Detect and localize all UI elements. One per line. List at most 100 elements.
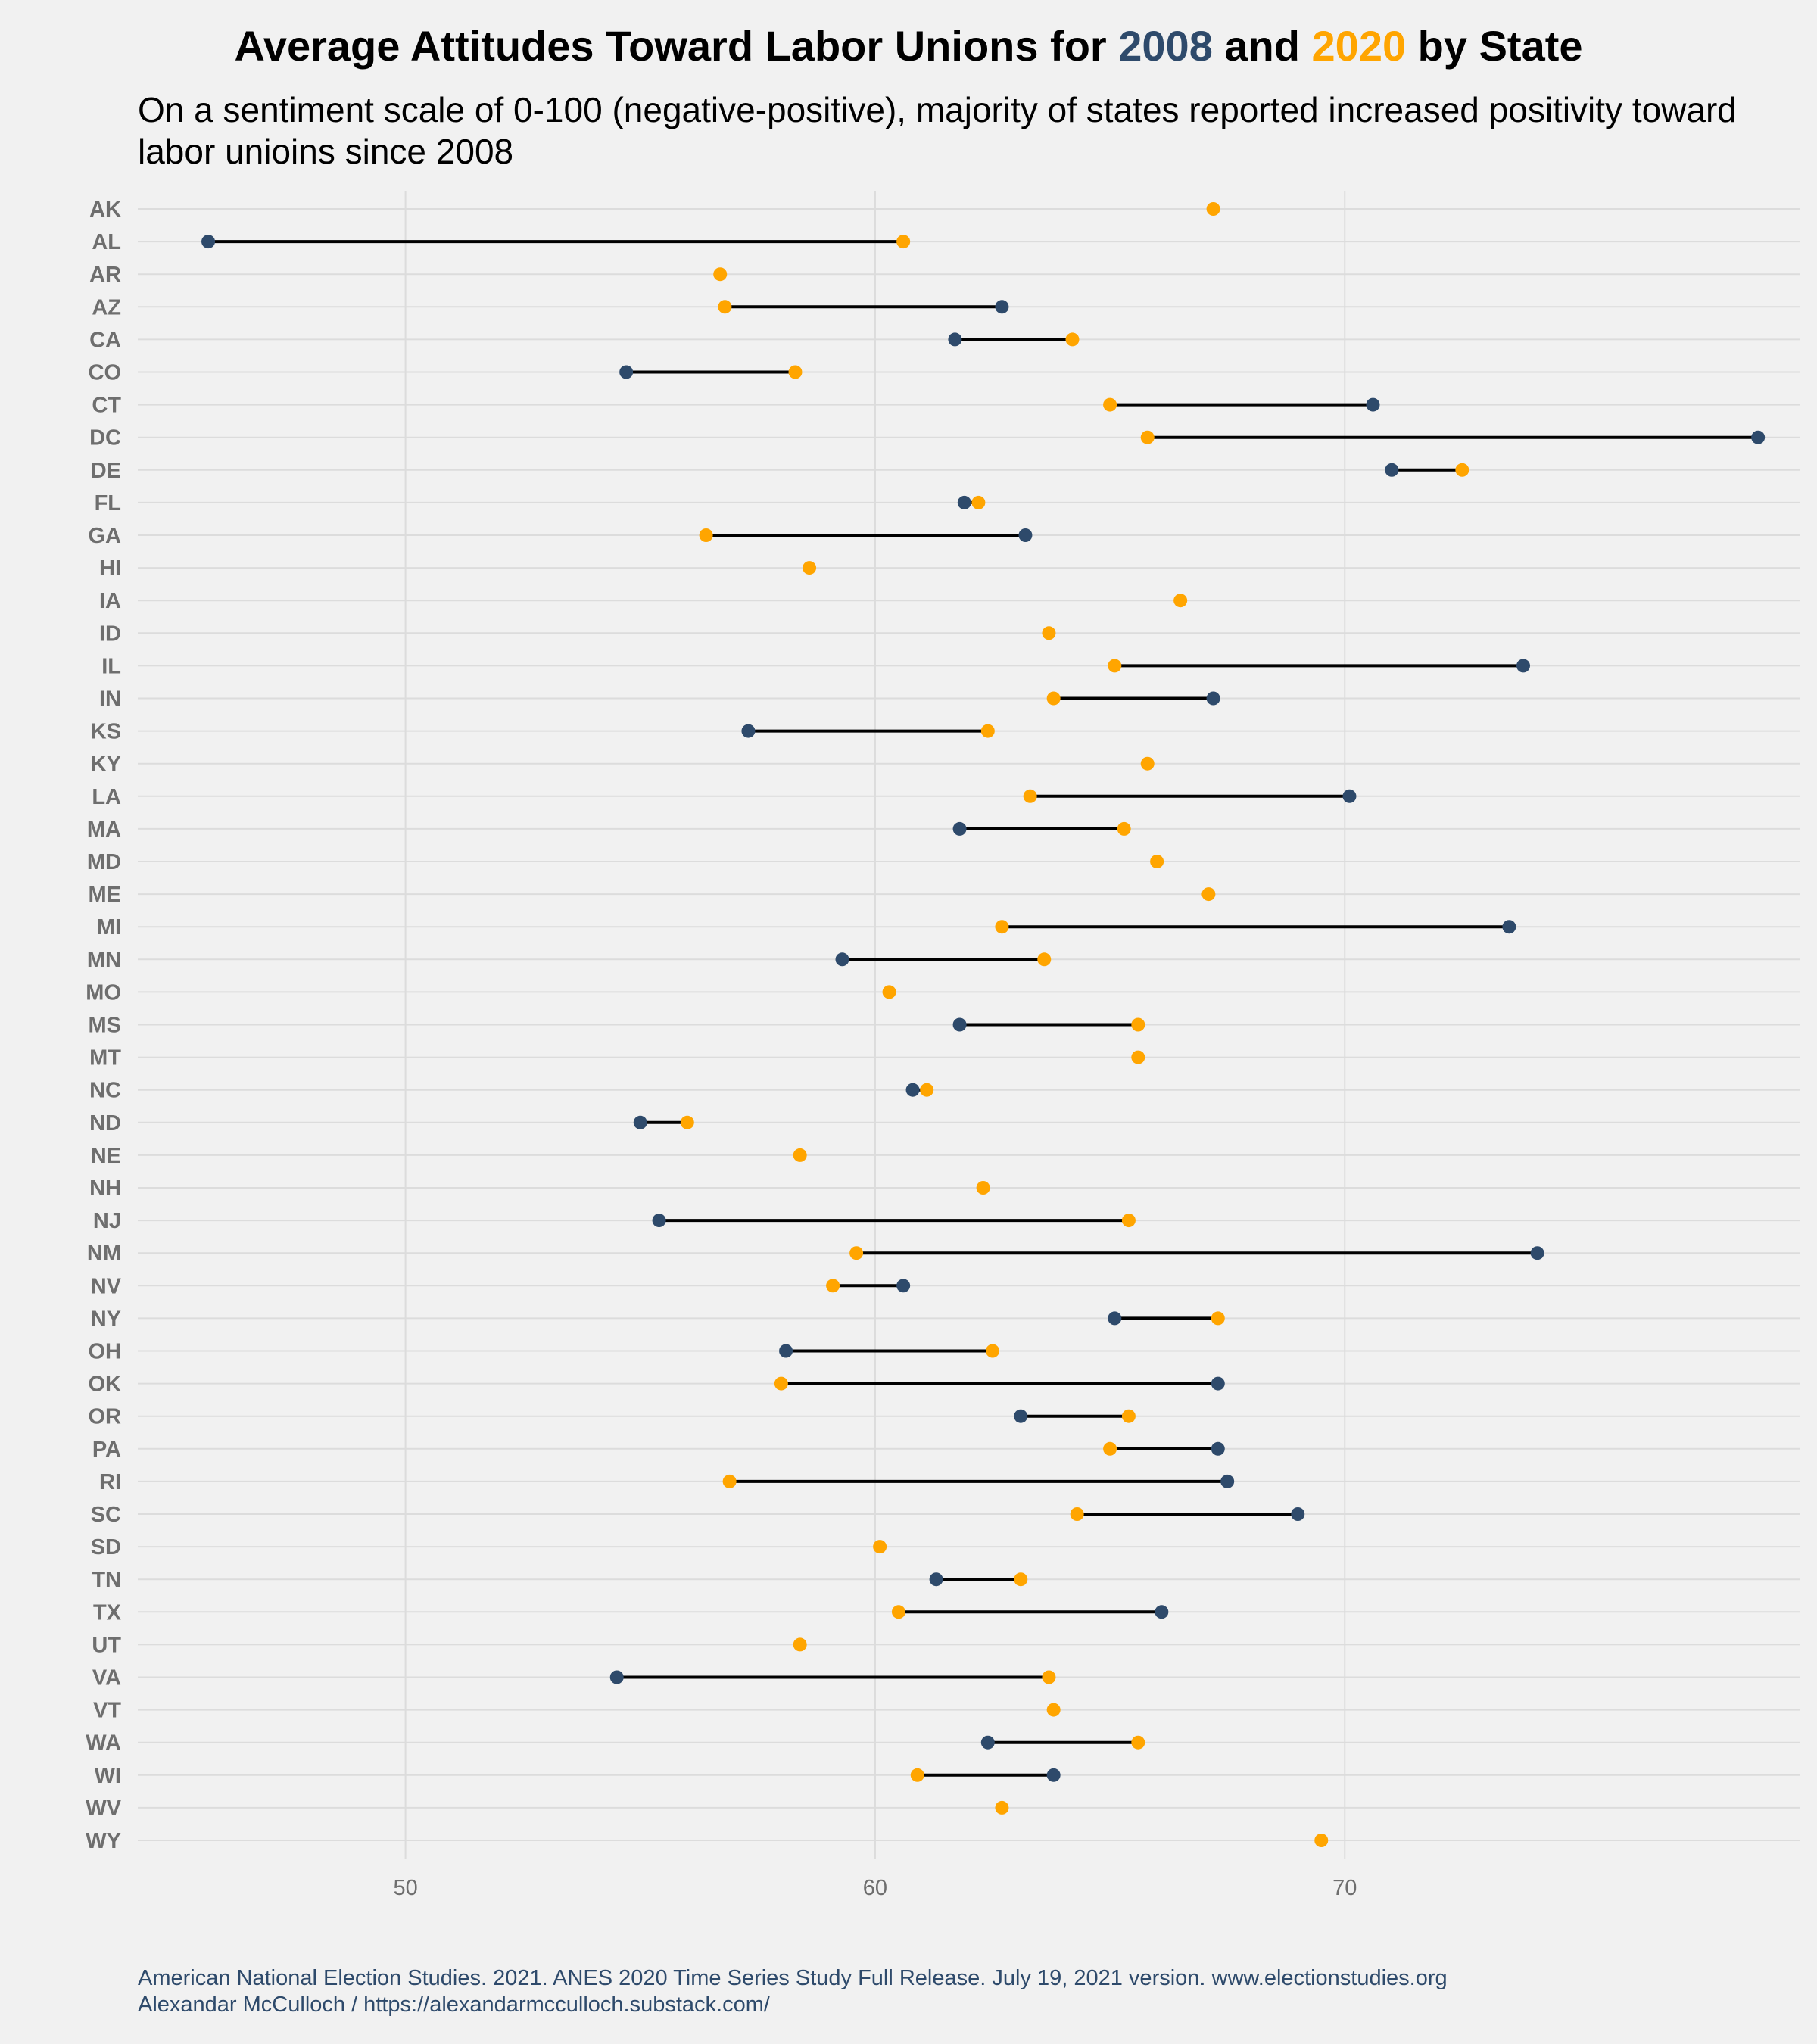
caption-author: Alexandar McCulloch / https://alexandarm… <box>138 1993 770 2017</box>
point-2008-il <box>1516 659 1530 673</box>
state-label-ak: AK <box>89 198 121 222</box>
state-label-ne: NE <box>91 1144 121 1168</box>
point-2008-al <box>201 235 216 249</box>
state-label-wv: WV <box>86 1796 121 1821</box>
state-label-mt: MT <box>89 1046 121 1070</box>
x-tick-label-60: 60 <box>863 1876 887 1900</box>
state-label-nc: NC <box>89 1079 121 1103</box>
state-label-md: MD <box>87 850 121 874</box>
state-label-il: IL <box>101 654 121 678</box>
state-label-co: CO <box>89 361 122 385</box>
title-mid: and <box>1212 22 1312 70</box>
state-label-nm: NM <box>87 1242 121 1266</box>
point-layer <box>201 202 1766 1847</box>
state-label-va: VA <box>92 1666 121 1690</box>
point-2020-ri <box>722 1474 737 1488</box>
point-2020-ma <box>1117 821 1131 836</box>
point-2008-tn <box>929 1572 943 1587</box>
state-label-dc: DC <box>89 426 121 450</box>
state-label-sc: SC <box>91 1503 121 1527</box>
point-2020-mt <box>1131 1050 1145 1064</box>
point-2008-ks <box>741 724 756 738</box>
point-2008-mn <box>835 952 849 967</box>
state-label-me: ME <box>89 883 122 907</box>
state-label-tn: TN <box>92 1568 121 1592</box>
state-label-nd: ND <box>89 1111 121 1136</box>
state-label-ky: KY <box>91 752 121 777</box>
point-2020-va <box>1042 1670 1056 1684</box>
point-2020-de <box>1455 463 1469 477</box>
point-2020-il <box>1108 659 1122 673</box>
point-2020-ne <box>793 1148 807 1162</box>
x-tick-label-50: 50 <box>393 1876 417 1900</box>
point-2020-wa <box>1131 1735 1145 1750</box>
point-2020-sc <box>1070 1507 1084 1521</box>
point-2020-sd <box>873 1540 887 1554</box>
point-2008-oh <box>779 1344 793 1358</box>
state-label-ca: CA <box>89 328 121 352</box>
point-2008-ga <box>1018 528 1033 542</box>
point-2020-me <box>1201 887 1216 902</box>
state-label-oh: OH <box>89 1340 122 1364</box>
point-2020-hi <box>803 561 817 575</box>
point-2020-or <box>1121 1409 1136 1423</box>
point-2008-va <box>609 1670 624 1684</box>
state-label-in: IN <box>99 687 121 712</box>
state-label-ny: NY <box>91 1307 121 1331</box>
chart-subtitle: On a sentiment scale of 0-100 (negative-… <box>138 90 1737 171</box>
point-2020-ut <box>793 1637 807 1652</box>
state-label-ms: MS <box>89 1014 122 1038</box>
point-2008-nm <box>1530 1246 1544 1260</box>
caption-source: American National Election Studies. 2021… <box>138 1966 1448 1990</box>
state-label-wi: WI <box>95 1764 121 1788</box>
state-label-ar: AR <box>89 263 121 287</box>
title-suffix: by State <box>1406 22 1583 70</box>
state-label-ok: OK <box>89 1373 122 1397</box>
point-2020-nm <box>849 1246 864 1260</box>
point-2008-wa <box>980 1735 995 1750</box>
point-2020-ks <box>980 724 995 738</box>
point-2020-co <box>788 365 803 379</box>
state-label-de: DE <box>91 459 121 483</box>
state-label-mn: MN <box>87 948 121 972</box>
title-year-2008: 2008 <box>1118 22 1213 70</box>
state-label-wy: WY <box>86 1829 121 1853</box>
title-prefix: Average Attitudes Toward Labor Unions fo… <box>234 22 1119 70</box>
state-label-vt: VT <box>93 1699 121 1723</box>
caption: American National Election Studies. 2021… <box>138 1965 1448 2018</box>
point-2020-ky <box>1140 756 1155 771</box>
point-2020-tn <box>1014 1572 1028 1587</box>
state-label-mi: MI <box>97 915 121 939</box>
point-2020-la <box>1023 789 1037 803</box>
point-2020-ak <box>1206 202 1220 216</box>
point-2020-ny <box>1211 1311 1225 1326</box>
point-2008-tx <box>1155 1605 1169 1619</box>
point-2008-dc <box>1751 430 1766 444</box>
state-label-ga: GA <box>89 524 122 548</box>
state-label-ks: KS <box>91 720 121 744</box>
point-2020-ct <box>1103 397 1117 412</box>
point-2008-ct <box>1366 397 1380 412</box>
point-2008-ms <box>952 1017 967 1032</box>
point-2020-ok <box>774 1376 788 1391</box>
point-2020-pa <box>1103 1441 1117 1456</box>
point-2020-oh <box>986 1344 1000 1358</box>
point-2008-ri <box>1220 1474 1235 1488</box>
chart-title: Average Attitudes Toward Labor Unions fo… <box>0 21 1817 70</box>
point-2008-ny <box>1108 1311 1122 1326</box>
point-2008-wi <box>1046 1768 1061 1782</box>
point-2020-in <box>1046 691 1061 706</box>
state-label-or: OR <box>89 1405 122 1429</box>
state-label-nh: NH <box>89 1176 121 1201</box>
state-label-mo: MO <box>86 980 121 1005</box>
point-2008-sc <box>1291 1507 1305 1521</box>
point-2008-ma <box>952 821 967 836</box>
state-label-ct: CT <box>92 394 121 418</box>
point-2020-nc <box>920 1083 934 1097</box>
state-label-az: AZ <box>92 295 121 319</box>
point-2008-az <box>995 300 1009 314</box>
point-2008-co <box>619 365 634 379</box>
point-2020-mn <box>1037 952 1052 967</box>
point-2020-nv <box>826 1279 840 1293</box>
